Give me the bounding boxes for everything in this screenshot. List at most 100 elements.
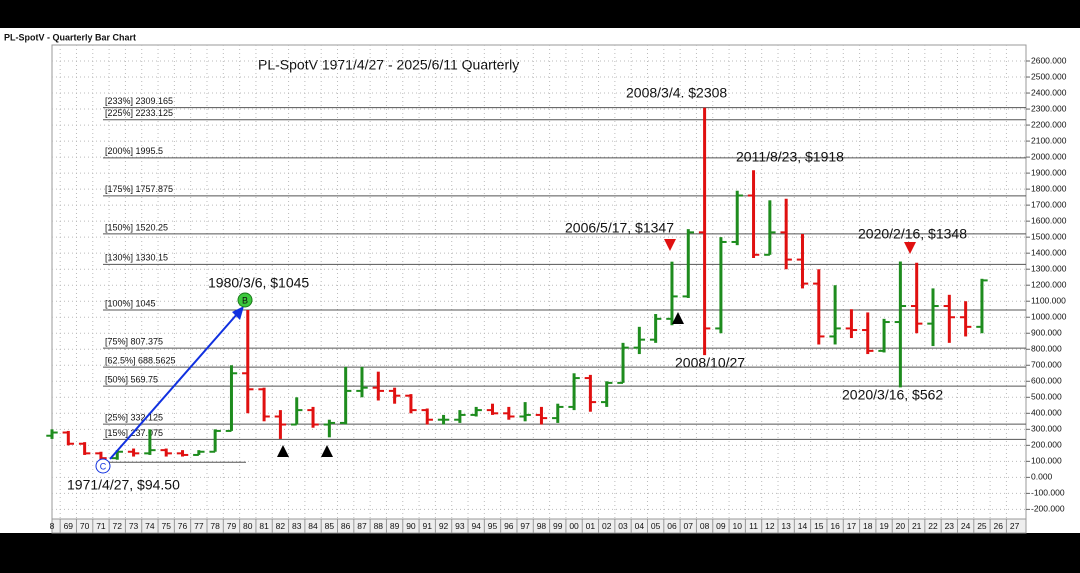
x-tick-label: 24 xyxy=(961,521,971,531)
bars xyxy=(46,107,988,463)
x-tick-label: 00 xyxy=(569,521,579,531)
x-tick-label: 94 xyxy=(471,521,481,531)
bottom-marker xyxy=(277,445,289,457)
fib-levels: [233%] 2309.165 [225%] 2233.125 [200%] 199… xyxy=(103,96,1026,463)
y-tick-label: 500.000 xyxy=(1031,392,1062,402)
x-tick-label: 89 xyxy=(390,521,400,531)
y-tick-label: 1100.000 xyxy=(1031,295,1066,305)
annotation: 2006/5/17, $1347 xyxy=(565,220,674,236)
x-tick-label: 96 xyxy=(504,521,514,531)
x-tick-label: 14 xyxy=(798,521,808,531)
y-tick-label: 2200.000 xyxy=(1031,119,1067,129)
window-title: PL-SpotV - Quarterly Bar Chart xyxy=(4,32,136,42)
x-tick-label: 27 xyxy=(1010,521,1020,531)
x-tick-label: 12 xyxy=(765,521,775,531)
top-band xyxy=(0,0,1080,28)
x-tick-label: 95 xyxy=(488,521,498,531)
x-tick-label: 13 xyxy=(781,521,791,531)
annotation: 2020/3/16, $562 xyxy=(842,387,943,403)
x-tick-label: 25 xyxy=(977,521,987,531)
x-tick-label: 15 xyxy=(814,521,824,531)
y-tick-label: 2100.000 xyxy=(1031,135,1067,145)
x-tick-label: 73 xyxy=(129,521,139,531)
y-tick-label: 200.000 xyxy=(1031,440,1062,450)
chart-title: PL-SpotV 1971/4/27 - 2025/6/11 Quarterly xyxy=(258,57,519,73)
y-tick-label: 2500.000 xyxy=(1031,71,1067,81)
labels: 2600.000 2500.000 2400.000 2300.000 2200.000… xyxy=(50,55,1067,530)
x-tick-label: 8 xyxy=(50,521,55,531)
y-tick-label: 1800.000 xyxy=(1031,183,1067,193)
y-tick-label: -200.000 xyxy=(1031,504,1065,514)
x-tick-label: 69 xyxy=(64,521,74,531)
bottom-marker xyxy=(321,445,333,457)
x-tick-label: 04 xyxy=(635,521,645,531)
fib-label: [62.5%] 688.5625 xyxy=(105,355,176,365)
y-tick-label: 400.000 xyxy=(1031,408,1062,418)
y-tick-label: 1400.000 xyxy=(1031,247,1067,257)
point-marker xyxy=(95,458,111,474)
point-label: B xyxy=(242,295,248,305)
fib-label: [175%] 1757.875 xyxy=(105,184,173,194)
y-tick-label: 600.000 xyxy=(1031,376,1062,386)
x-tick-label: 77 xyxy=(194,521,204,531)
fib-label: [130%] 1330.15 xyxy=(105,253,168,263)
x-tick-label: 92 xyxy=(439,521,449,531)
x-tick-label: 72 xyxy=(113,521,123,531)
x-tick-label: 99 xyxy=(553,521,563,531)
x-tick-label: 71 xyxy=(96,521,106,531)
bottom-marker xyxy=(672,312,684,324)
y-tick-label: 2600.000 xyxy=(1031,55,1067,65)
x-tick-label: 86 xyxy=(341,521,351,531)
x-tick-label: 18 xyxy=(863,521,873,531)
y-tick-label: 1000.000 xyxy=(1031,311,1067,321)
fib-label: [233%] 2309.165 xyxy=(105,96,173,106)
x-tick-label: 16 xyxy=(830,521,840,531)
x-tick-label: 20 xyxy=(896,521,906,531)
x-tick-label: 23 xyxy=(945,521,955,531)
fib-label: [50%] 569.75 xyxy=(105,375,158,385)
x-tick-label: 08 xyxy=(700,521,710,531)
grid xyxy=(52,45,1030,533)
x-tick-label: 98 xyxy=(537,521,547,531)
y-tick-label: 900.000 xyxy=(1031,327,1062,337)
x-tick-label: 10 xyxy=(732,521,742,531)
y-tick-label: 300.000 xyxy=(1031,424,1062,434)
annotation: 2020/2/16, $1348 xyxy=(858,226,967,242)
y-tick-label: 700.000 xyxy=(1031,360,1062,370)
y-tick-label: 1600.000 xyxy=(1031,215,1067,225)
x-tick-label: 87 xyxy=(357,521,367,531)
x-tick-label: 75 xyxy=(161,521,171,531)
x-tick-label: 03 xyxy=(618,521,628,531)
top-marker xyxy=(664,239,676,251)
arrow-head xyxy=(232,306,244,320)
x-tick-label: 74 xyxy=(145,521,155,531)
annotation: 1971/4/27, $94.50 xyxy=(67,477,180,493)
x-tick-label: 05 xyxy=(651,521,661,531)
y-tick-label: -100.000 xyxy=(1031,488,1065,498)
x-tick-label: 90 xyxy=(406,521,416,531)
x-tick-label: 06 xyxy=(667,521,677,531)
x-tick-label: 76 xyxy=(178,521,188,531)
top-marker xyxy=(904,242,916,254)
y-tick-label: 2000.000 xyxy=(1031,151,1067,161)
x-tick-label: 79 xyxy=(227,521,237,531)
y-tick-label: 1500.000 xyxy=(1031,231,1067,241)
x-tick-label: 91 xyxy=(423,521,433,531)
fib-label: [150%] 1520.25 xyxy=(105,222,168,232)
x-tick-label: 22 xyxy=(928,521,938,531)
annotation: 1980/3/6, $1045 xyxy=(208,275,309,291)
x-tick-label: 01 xyxy=(586,521,596,531)
y-tick-label: 1200.000 xyxy=(1031,279,1067,289)
fib-label: [225%] 2233.125 xyxy=(105,108,173,118)
x-tick-label: 19 xyxy=(879,521,889,531)
x-tick-label: 88 xyxy=(374,521,384,531)
x-tick-label: 82 xyxy=(276,521,286,531)
point-marker xyxy=(237,292,253,308)
x-tick-label: 26 xyxy=(994,521,1004,531)
annotation: 2008/10/27 xyxy=(675,355,745,371)
x-tick-label: 70 xyxy=(80,521,90,531)
x-tick-label: 80 xyxy=(243,521,253,531)
bottom-band xyxy=(0,533,1080,573)
